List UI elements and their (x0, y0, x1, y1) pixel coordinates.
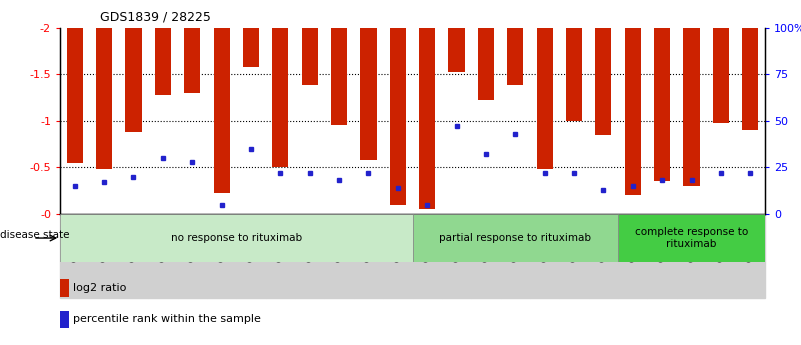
Bar (559, 214, 589, 298)
Bar (589, 214, 618, 298)
Bar (654, 28, 670, 181)
Bar (442, 214, 471, 298)
Bar (302, 28, 318, 85)
Bar (537, 28, 553, 169)
Bar (66, 28, 83, 162)
Bar (478, 28, 494, 100)
Bar (295, 214, 324, 298)
Text: partial response to rituximab: partial response to rituximab (439, 233, 591, 243)
Bar (60, 214, 413, 262)
Bar (647, 214, 677, 298)
Bar (148, 214, 178, 298)
Bar (471, 214, 501, 298)
Bar (331, 28, 347, 125)
Text: GDS1839 / 28225: GDS1839 / 28225 (100, 10, 211, 23)
Bar (625, 28, 641, 195)
Bar (713, 28, 729, 122)
Bar (735, 214, 765, 298)
Bar (530, 214, 559, 298)
Bar (413, 214, 442, 298)
Bar (413, 214, 618, 262)
Bar (324, 214, 354, 298)
Bar (683, 28, 699, 186)
Bar (743, 28, 759, 130)
Text: log2 ratio: log2 ratio (73, 283, 127, 293)
Bar (419, 28, 435, 209)
Text: no response to rituximab: no response to rituximab (171, 233, 302, 243)
Text: complete response to
rituximab: complete response to rituximab (635, 227, 748, 249)
Bar (566, 28, 582, 121)
Bar (383, 214, 413, 298)
Bar (272, 28, 288, 167)
Bar (618, 214, 765, 262)
Bar (178, 214, 207, 298)
Bar (96, 28, 112, 169)
Bar (60, 279, 69, 297)
Bar (90, 214, 119, 298)
Bar (501, 214, 530, 298)
Bar (706, 214, 735, 298)
Bar (207, 214, 236, 298)
Bar (243, 28, 259, 67)
Bar (155, 28, 171, 95)
Text: percentile rank within the sample: percentile rank within the sample (73, 314, 261, 324)
Bar (266, 214, 295, 298)
Bar (360, 28, 376, 160)
Bar (390, 28, 406, 205)
Bar (184, 28, 200, 93)
Text: disease state: disease state (0, 230, 70, 239)
Bar (119, 214, 148, 298)
Bar (618, 214, 647, 298)
Bar (60, 214, 90, 298)
Bar (354, 214, 383, 298)
Bar (507, 28, 523, 85)
Bar (60, 310, 69, 328)
Bar (214, 28, 230, 194)
Bar (126, 28, 142, 132)
Bar (595, 28, 611, 135)
Bar (677, 214, 706, 298)
Bar (236, 214, 266, 298)
Bar (449, 28, 465, 72)
